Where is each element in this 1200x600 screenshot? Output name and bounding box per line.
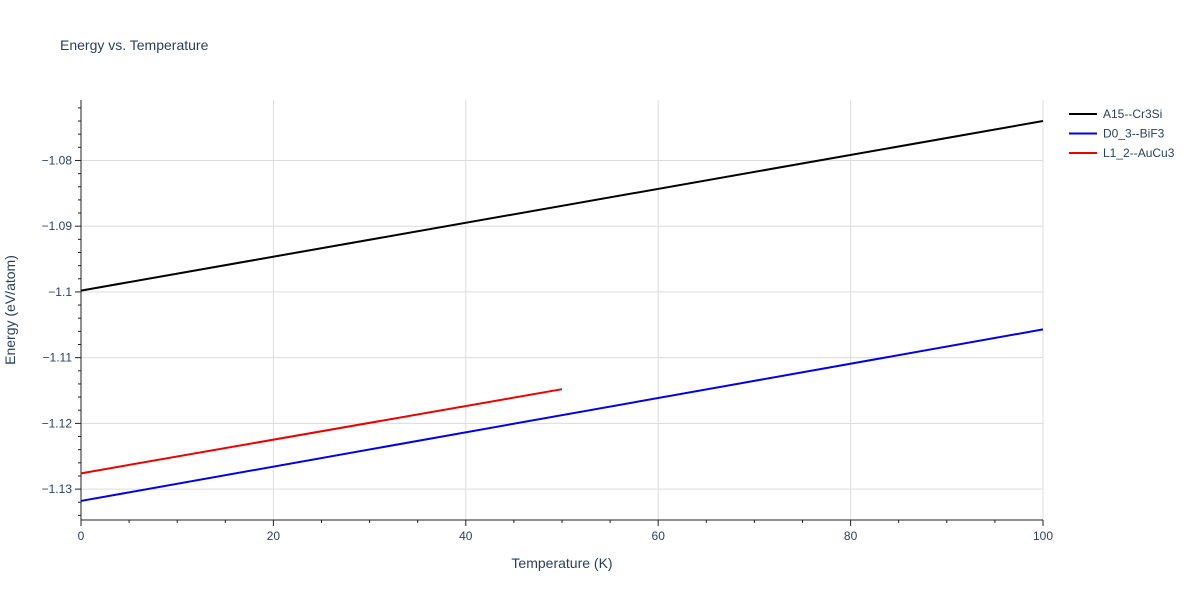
y-tick-label: −1.1 xyxy=(48,285,72,299)
y-tick-label: −1.13 xyxy=(42,482,73,496)
x-axis-ticks: 0 20 40 60 80 100 xyxy=(78,520,1053,543)
x-tick-label: 40 xyxy=(459,529,473,543)
x-tick-label: 0 xyxy=(78,529,85,543)
y-axis-ticks: −1.13 −1.12 −1.11 −1.1 −1.09 −1.08 xyxy=(42,107,81,516)
y-tick-label: −1.09 xyxy=(42,219,73,233)
legend-item[interactable]: L1_2--AuCu3 xyxy=(1069,146,1175,160)
series-line xyxy=(80,328,1044,502)
grid xyxy=(81,100,1044,520)
y-tick-label: −1.11 xyxy=(43,351,73,365)
legend[interactable]: A15--Cr3Si D0_3--BiF3 L1_2--AuCu3 xyxy=(1069,107,1175,160)
y-tick-label: −1.12 xyxy=(42,416,73,430)
y-tick-label: −1.08 xyxy=(42,153,73,167)
x-tick-label: 20 xyxy=(267,529,281,543)
chart-title: Energy vs. Temperature xyxy=(60,37,209,53)
x-tick-label: 60 xyxy=(652,529,666,543)
legend-label: D0_3--BiF3 xyxy=(1103,127,1165,141)
x-tick-label: 80 xyxy=(844,529,858,543)
x-axis-title: Temperature (K) xyxy=(511,555,612,571)
series-line xyxy=(80,120,1044,292)
legend-item[interactable]: A15--Cr3Si xyxy=(1069,107,1162,121)
legend-label: L1_2--AuCu3 xyxy=(1103,146,1175,160)
y-axis-title: Energy (eV/atom) xyxy=(2,255,18,365)
legend-label: A15--Cr3Si xyxy=(1103,107,1162,121)
series-line xyxy=(80,388,563,475)
plot-area xyxy=(80,120,1044,502)
legend-item[interactable]: D0_3--BiF3 xyxy=(1069,127,1165,141)
x-tick-label: 100 xyxy=(1033,529,1053,543)
axes xyxy=(80,100,1043,521)
